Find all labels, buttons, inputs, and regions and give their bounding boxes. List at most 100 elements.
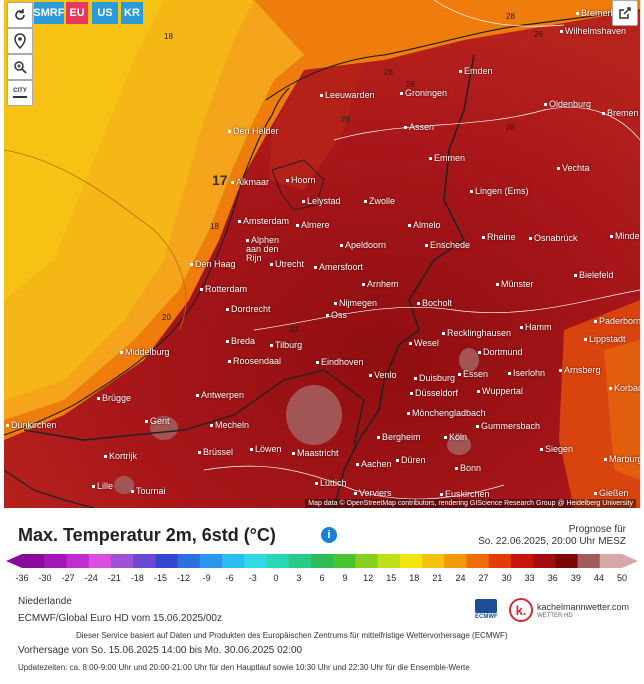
temperature-map-canvas — [4, 0, 640, 508]
scale-tick-label: -12 — [177, 573, 191, 583]
city-label: Emden — [459, 66, 493, 76]
city-toggle-button[interactable]: CITY — [7, 80, 33, 106]
scale-swatch — [488, 554, 512, 568]
city-label: Mecheln — [210, 420, 249, 430]
forecast-period: Vorhersage von So. 15.06.2025 14:00 bis … — [18, 645, 303, 656]
city-label: Marburg — [604, 454, 640, 464]
city-label: Recklinghausen — [442, 328, 511, 338]
city-label: Groningen — [400, 88, 447, 98]
model-info: ECMWF/Global Euro HD vom 15.06.2025/00z — [18, 613, 222, 624]
city-label: Amsterdam — [238, 216, 289, 226]
scale-ticks: -36 -30 -27 -24 -21 -18 -15 -12 -9 -6 -3 0 3 6 9 12 15 18… — [0, 573, 644, 585]
scale-swatch — [310, 554, 334, 568]
service-info: Dieser Service basiert auf Daten und Pro… — [76, 631, 508, 640]
city-label: Kortrijk — [104, 451, 137, 461]
brand-name: kachelmannwetter.com — [537, 602, 630, 612]
scale-swatch — [444, 554, 467, 568]
city-label: Dünkirchen — [6, 420, 57, 430]
city-label: Apeldoorn — [340, 240, 386, 250]
city-label: Eindhoven — [316, 357, 364, 367]
city-label: Düren — [396, 455, 426, 465]
city-label: Den Haag — [190, 259, 236, 269]
forecast-label: Prognose für — [568, 524, 626, 535]
city-label: Dordrecht — [226, 304, 271, 314]
city-label: Assen — [404, 122, 434, 132]
city-label: Köln — [444, 432, 467, 442]
location-button[interactable] — [7, 28, 33, 54]
city-label: Alkmaar — [231, 177, 269, 187]
city-label: Bielefeld — [574, 270, 614, 280]
city-label: Tilburg — [270, 340, 302, 350]
city-label: Emmen — [429, 153, 465, 163]
city-label: Utrecht — [270, 259, 304, 269]
city-label: Wuppertal — [477, 386, 523, 396]
scale-tick-label: 0 — [273, 573, 279, 583]
scale-tick-label: 44 — [593, 573, 604, 583]
ecmwf-label: ECMWF — [475, 614, 498, 620]
city-label: Rheine — [482, 232, 516, 242]
scale-swatch — [599, 554, 623, 568]
city-label: Löwen — [250, 444, 282, 454]
refresh-icon — [15, 9, 25, 20]
model-button-us[interactable]: US — [92, 2, 118, 24]
city-label: Tournai — [131, 486, 166, 496]
scale-tick-label: -21 — [107, 573, 121, 583]
scale-tick-label: -30 — [38, 573, 52, 583]
contour-label: 28 — [506, 12, 515, 21]
scale-tick-label: 24 — [455, 573, 466, 583]
scale-swatch — [422, 554, 445, 568]
scale-tick-label: 21 — [432, 573, 443, 583]
brand-logo[interactable]: ECMWF k. kachelmannwetter.com WETTER HD — [475, 597, 635, 625]
scale-tick-label: 18 — [409, 573, 420, 583]
city-label: Leeuwarden — [320, 90, 375, 100]
scale-tick-label: 36 — [547, 573, 558, 583]
city-label: Bergheim — [377, 432, 421, 442]
city-label: Almere — [296, 220, 330, 230]
city-label: Oss — [326, 310, 347, 320]
scale-swatch — [110, 554, 134, 568]
scale-swatch — [577, 554, 601, 568]
model-button-eu[interactable]: EU — [66, 2, 88, 24]
scale-tick-label: -9 — [202, 573, 211, 583]
map-attribution: Map data © OpenStreetMap contributors, r… — [305, 499, 636, 508]
city-label: Middelburg — [120, 347, 170, 357]
city-label: Lelystad — [302, 196, 341, 206]
city-label: Brügge — [97, 393, 131, 403]
scale-swatch — [510, 554, 534, 568]
region-label: Niederlande — [18, 596, 72, 607]
weather-map[interactable]: 18 17 18 20 28 28 28 28 26 28 20 Bremerh… — [4, 0, 641, 508]
share-button[interactable] — [612, 0, 638, 26]
scale-swatch — [466, 554, 490, 568]
legend-title: Max. Temperatur 2m, 6std (°C) — [18, 525, 276, 545]
city-label: Rotterdam — [200, 284, 247, 294]
city-label: Bremerhaven — [576, 8, 635, 18]
ecmwf-logo-icon — [475, 599, 497, 613]
scale-swatch — [399, 554, 423, 568]
model-button-smrf[interactable]: SMRF — [33, 2, 65, 24]
city-label: Antwerpen — [196, 390, 244, 400]
contour-label: 26 — [534, 30, 543, 39]
scale-min-arrow — [6, 554, 22, 568]
zoom-button[interactable] — [7, 54, 33, 80]
contour-label: 20 — [162, 313, 171, 322]
city-label: Lingen (Ems) — [470, 186, 529, 196]
scale-swatch — [377, 554, 401, 568]
model-button-kr[interactable]: KR — [121, 2, 143, 24]
contour-label: 28 — [341, 115, 350, 124]
scale-swatch — [44, 554, 67, 568]
city-label: Wilhelmshaven — [560, 26, 626, 36]
contour-label: 17 — [212, 172, 228, 188]
update-info: Updatezeiten: ca. 8:00-9:00 Uhr und 20:0… — [18, 663, 470, 672]
contour-label: 20 — [289, 325, 298, 334]
city-label: Korbac — [609, 383, 640, 393]
city-toggle-label: CITY — [13, 88, 27, 94]
city-label: Münster — [496, 279, 534, 289]
city-label: Düsseldorf — [410, 388, 458, 398]
info-icon[interactable]: i — [321, 527, 337, 543]
brand-sub: WETTER HD — [537, 613, 573, 619]
contour-label: 18 — [210, 222, 219, 231]
city-label: Duisburg — [414, 373, 455, 383]
refresh-button[interactable] — [7, 2, 33, 28]
city-label: Nijmegen — [334, 298, 377, 308]
city-label: Siegen — [540, 444, 573, 454]
